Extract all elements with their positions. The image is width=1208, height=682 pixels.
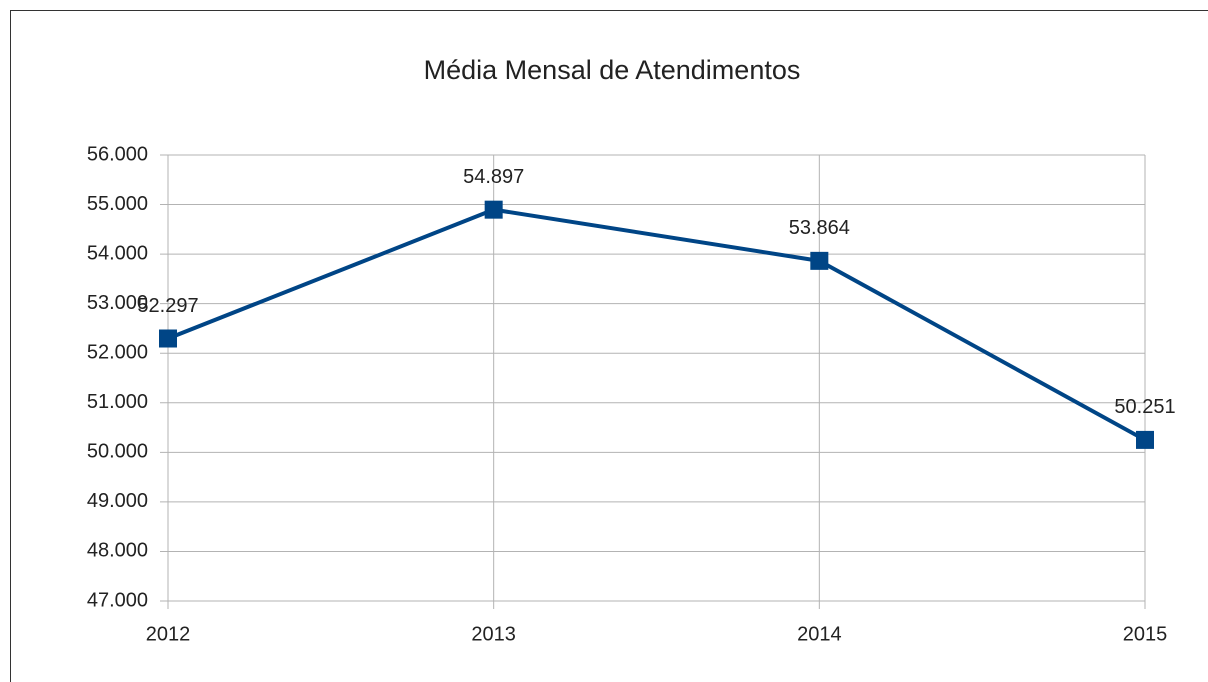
marker	[1136, 430, 1154, 449]
y-tick-label: 56.000	[87, 143, 148, 165]
data-label: 50.251	[1114, 396, 1175, 418]
marker	[484, 200, 503, 219]
chart-border	[10, 10, 1208, 682]
y-tick-label: 54.000	[87, 242, 148, 264]
marker	[159, 329, 177, 348]
marker	[810, 251, 829, 270]
y-tick-label: 50.000	[87, 441, 148, 463]
x-tick-label: 2014	[797, 623, 842, 645]
y-tick-label: 51.000	[87, 391, 148, 413]
y-tick-label: 48.000	[87, 540, 148, 562]
y-tick-label: 47.000	[87, 589, 148, 611]
data-label: 53.864	[789, 217, 850, 239]
chart-title: Média Mensal de Atendimentos	[424, 55, 801, 85]
y-tick-label: 53.000	[87, 292, 148, 314]
data-label: 54.897	[463, 166, 524, 188]
x-tick-label: 2012	[146, 623, 191, 645]
y-tick-label: 49.000	[87, 490, 148, 512]
x-tick-label: 2015	[1123, 623, 1168, 645]
y-tick-label: 52.000	[87, 342, 148, 364]
data-label: 52.297	[137, 295, 198, 317]
x-tick-label: 2013	[471, 623, 516, 645]
y-tick-label: 55.000	[87, 193, 148, 215]
series-line	[167, 207, 1146, 442]
